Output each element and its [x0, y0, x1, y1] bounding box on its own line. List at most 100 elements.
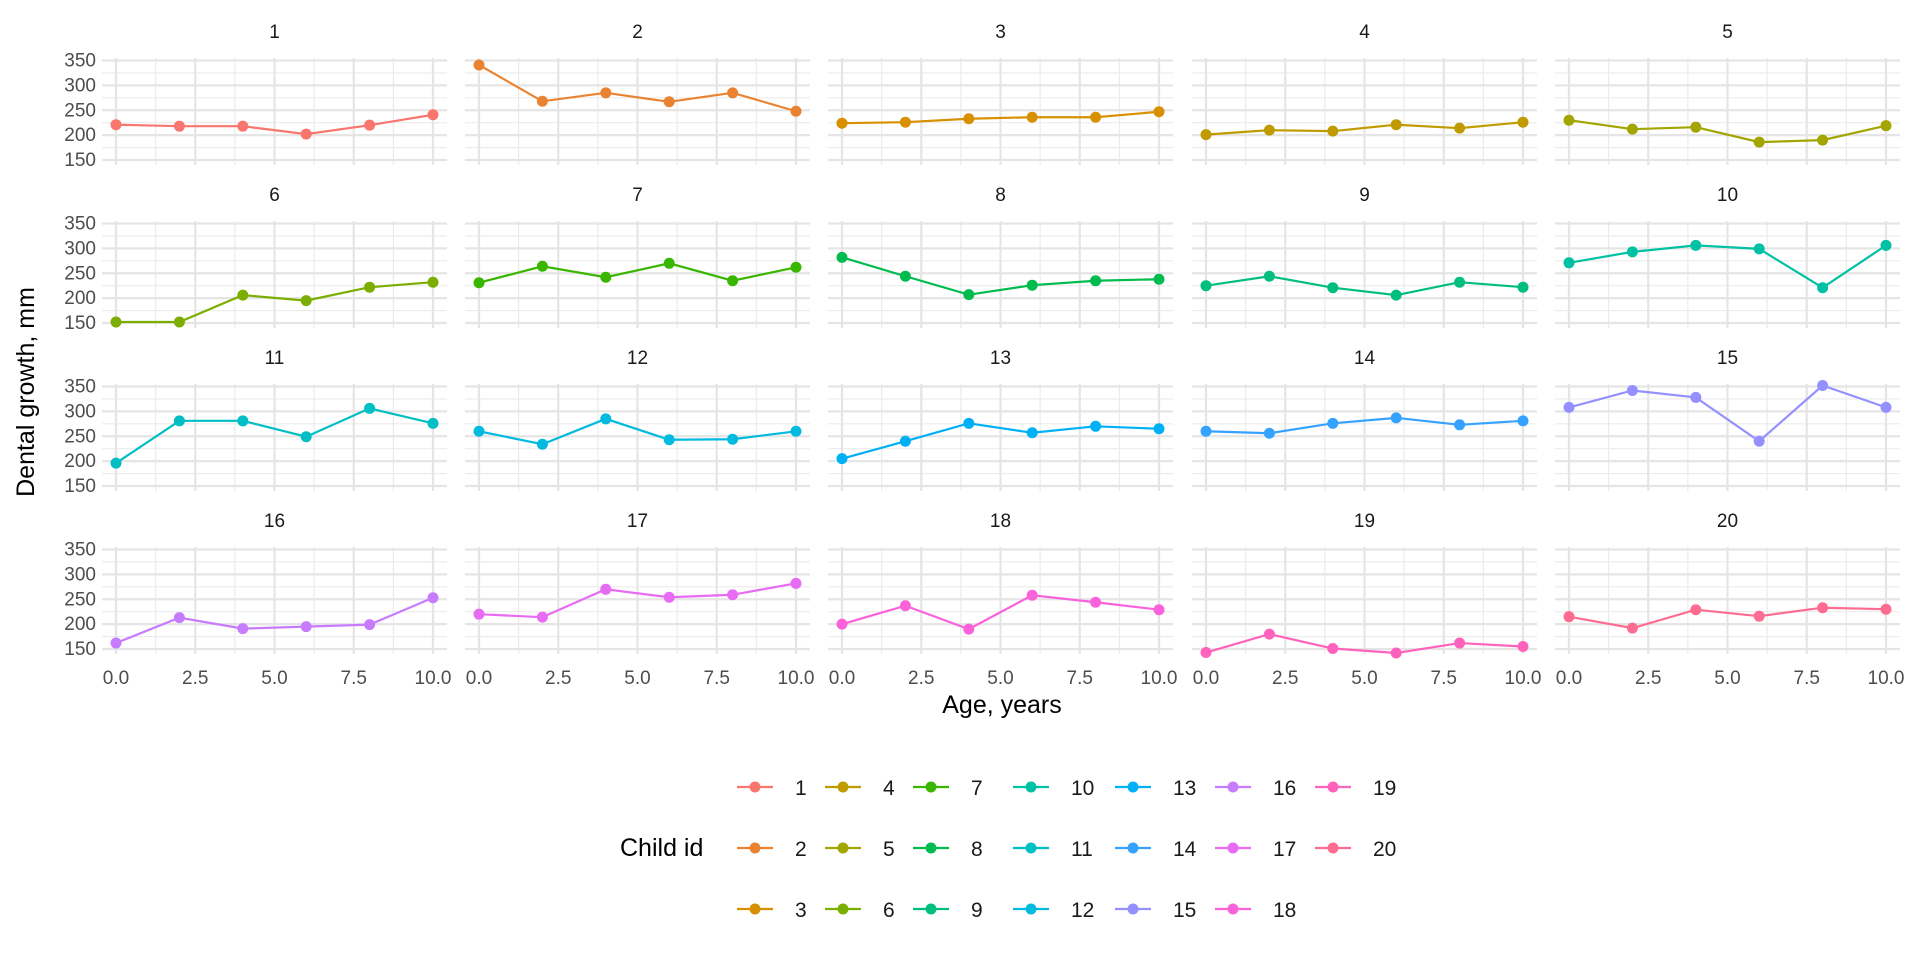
data-point — [727, 275, 739, 287]
data-point — [1690, 239, 1702, 251]
data-point — [1626, 246, 1638, 258]
y-tick-label: 300 — [64, 401, 96, 422]
facet-panel-7: 7 — [465, 185, 810, 328]
legend-label: 18 — [1273, 899, 1296, 922]
legend-label: 15 — [1173, 899, 1196, 922]
data-point — [473, 608, 485, 620]
data-point — [600, 271, 612, 283]
data-point — [1390, 289, 1402, 301]
data-point — [600, 87, 612, 99]
data-point — [899, 600, 911, 612]
series-line-9 — [1205, 275, 1524, 297]
x-tick-label: 5.0 — [261, 668, 287, 689]
x-axis-title: Age, years — [942, 691, 1062, 719]
legend-item-19: 19 — [1315, 777, 1396, 800]
y-tick-label: 300 — [64, 564, 96, 585]
data-point — [237, 415, 249, 427]
data-point — [1817, 379, 1829, 391]
x-tick-label: 5.0 — [987, 668, 1013, 689]
data-point — [237, 623, 249, 635]
legend-item-5: 5 — [825, 838, 895, 861]
legend-key-point — [749, 781, 761, 793]
y-tick-label: 150 — [64, 476, 96, 497]
facet-panel-6: 6 150 200 250 300 350 — [64, 185, 447, 334]
series-line-13 — [841, 422, 1160, 460]
legend-key-point — [1227, 842, 1239, 854]
data-point — [1690, 604, 1702, 616]
data-point — [1817, 282, 1829, 294]
data-point — [790, 425, 802, 437]
x-tick-label: 2.5 — [545, 668, 571, 689]
legend-label: 20 — [1373, 838, 1396, 861]
facet-strip-label: 20 — [1717, 511, 1738, 532]
data-point — [1817, 602, 1829, 614]
data-point — [1517, 641, 1529, 653]
x-tick-label: 0.0 — [103, 668, 129, 689]
x-tick-label: 7.5 — [341, 668, 367, 689]
legend-key-point — [925, 842, 937, 854]
series-line-17 — [478, 582, 797, 619]
facet-panel-12: 12 — [465, 348, 810, 491]
legend-label: 10 — [1071, 777, 1094, 800]
data-point — [963, 623, 975, 635]
y-axis-title: Dental growth, mm — [12, 287, 40, 497]
facet-panel-17: 17 0.0 2.5 5.0 7.5 10.0 — [465, 511, 814, 689]
y-tick-label: 350 — [64, 539, 96, 560]
data-point — [1153, 604, 1165, 616]
data-point — [1626, 384, 1638, 396]
data-point — [1753, 610, 1765, 622]
data-point — [1454, 637, 1466, 649]
data-point — [536, 438, 548, 450]
data-point — [899, 270, 911, 282]
facet-strip-label: 15 — [1717, 348, 1738, 369]
facet-panel-11: 11 150 200 250 300 350 — [64, 348, 447, 497]
y-tick-label: 350 — [64, 213, 96, 234]
facet-panel-4: 4 — [1192, 22, 1537, 165]
y-tick-label: 200 — [64, 614, 96, 635]
y-tick-label: 350 — [64, 376, 96, 397]
x-tick-label: 2.5 — [908, 668, 934, 689]
legend-item-3: 3 — [737, 899, 807, 922]
x-tick-label: 0.0 — [829, 668, 855, 689]
legend-item-18: 18 — [1215, 899, 1296, 922]
data-point — [899, 435, 911, 447]
facet-strip-label: 10 — [1717, 185, 1738, 206]
facet-strip-label: 16 — [264, 511, 285, 532]
data-point — [1153, 106, 1165, 118]
x-tick-label: 10.0 — [1868, 668, 1905, 689]
series-line-18 — [841, 594, 1160, 631]
data-point — [600, 583, 612, 595]
legend-item-2: 2 — [737, 838, 807, 861]
facet-strip-label: 11 — [265, 348, 285, 369]
series-line-16 — [115, 596, 434, 645]
legend-label: 2 — [795, 838, 807, 861]
facet-strip-label: 1 — [269, 22, 280, 43]
data-point — [790, 261, 802, 273]
y-tick-label: 200 — [64, 288, 96, 309]
legend-item-11: 11 — [1013, 838, 1093, 861]
series-line-14 — [1205, 416, 1524, 435]
facet-strip-label: 14 — [1354, 348, 1376, 369]
data-point — [364, 619, 376, 631]
data-point — [1263, 124, 1275, 136]
data-point — [1026, 279, 1038, 291]
y-tick-label: 200 — [64, 125, 96, 146]
y-tick-label: 250 — [64, 100, 96, 121]
data-point — [1090, 596, 1102, 608]
facet-strip-label: 9 — [1359, 185, 1370, 206]
data-point — [1690, 121, 1702, 133]
data-point — [1454, 419, 1466, 431]
legend-key-point — [749, 903, 761, 915]
x-tick-label: 7.5 — [1794, 668, 1820, 689]
legend-key-point — [837, 903, 849, 915]
series-line-2 — [478, 64, 797, 113]
legend-item-7: 7 — [913, 777, 983, 800]
legend-key-point — [925, 781, 937, 793]
data-point — [663, 96, 675, 108]
facet-panel-19: 19 0.0 2.5 5.0 7.5 10.0 — [1192, 511, 1541, 689]
data-point — [173, 415, 185, 427]
data-point — [473, 277, 485, 289]
data-point — [1327, 282, 1339, 294]
legend-key-point — [925, 903, 937, 915]
